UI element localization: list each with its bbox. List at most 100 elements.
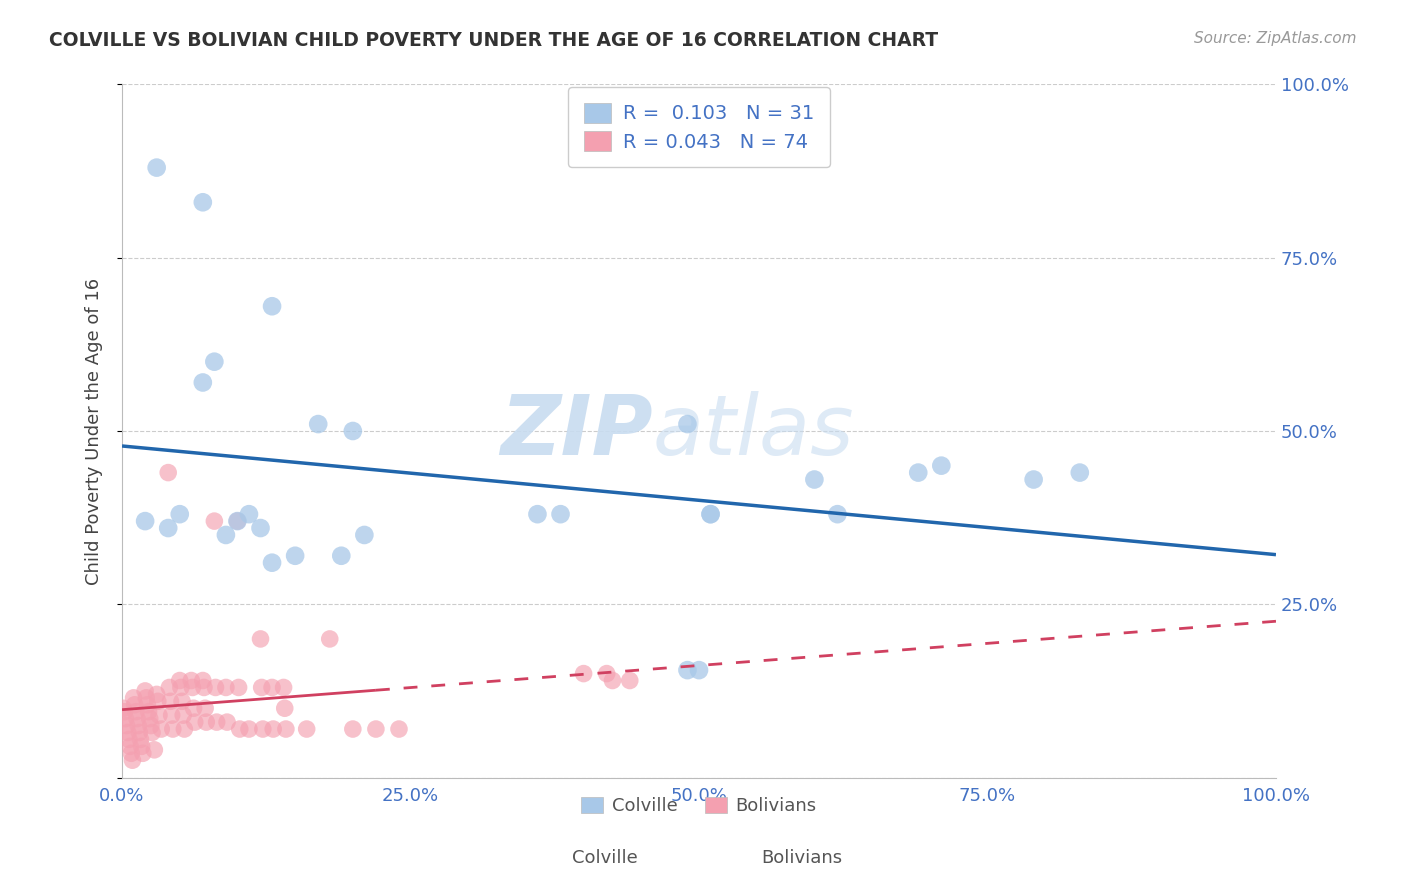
Point <box>150 722 173 736</box>
Point <box>215 715 238 730</box>
Text: Source: ZipAtlas.com: Source: ZipAtlas.com <box>1194 31 1357 46</box>
Point <box>699 507 721 521</box>
Point <box>226 514 249 528</box>
Point <box>215 681 238 695</box>
Point <box>284 549 307 563</box>
Point <box>170 694 193 708</box>
Point <box>169 507 191 521</box>
Point <box>215 528 238 542</box>
Point <box>169 673 191 688</box>
Point <box>342 424 364 438</box>
Point <box>803 473 825 487</box>
Point <box>572 666 595 681</box>
Point <box>1022 473 1045 487</box>
Legend: Colville, Bolivians: Colville, Bolivians <box>572 788 825 824</box>
Point <box>274 701 297 715</box>
Point <box>128 725 150 739</box>
Point <box>170 681 193 695</box>
Point <box>249 632 271 646</box>
Y-axis label: Child Poverty Under the Age of 16: Child Poverty Under the Age of 16 <box>86 277 103 584</box>
Point <box>602 673 624 688</box>
Point <box>118 732 141 747</box>
Point <box>124 698 146 712</box>
Point <box>260 556 283 570</box>
Point <box>145 161 167 175</box>
Point <box>125 705 148 719</box>
Point <box>238 722 260 736</box>
Point <box>191 673 214 688</box>
Point <box>157 681 180 695</box>
Point <box>112 701 135 715</box>
Point <box>228 681 250 695</box>
Text: atlas: atlas <box>652 391 855 472</box>
Point <box>131 739 153 754</box>
Point <box>273 681 295 695</box>
Point <box>148 708 170 723</box>
Point <box>125 712 148 726</box>
Point <box>117 725 139 739</box>
Point <box>319 632 342 646</box>
Point <box>181 681 204 695</box>
Point <box>1069 466 1091 480</box>
Point <box>120 747 142 761</box>
Point <box>260 681 283 695</box>
Point <box>193 681 215 695</box>
Point <box>202 514 225 528</box>
Point <box>262 722 284 736</box>
Point <box>205 715 228 730</box>
Point <box>112 705 135 719</box>
Point <box>526 507 548 521</box>
Text: Bolivians: Bolivians <box>761 849 842 867</box>
Point <box>191 376 214 390</box>
Point <box>183 701 205 715</box>
Point <box>129 732 152 747</box>
Point <box>907 466 929 480</box>
Point <box>134 514 156 528</box>
Point <box>388 722 411 736</box>
Text: Colville: Colville <box>572 849 637 867</box>
Point <box>132 747 155 761</box>
Point <box>162 722 184 736</box>
Point <box>134 684 156 698</box>
Point <box>364 722 387 736</box>
Point <box>160 708 183 723</box>
Point <box>202 354 225 368</box>
Point <box>931 458 953 473</box>
Point <box>699 507 721 521</box>
Point <box>172 708 194 723</box>
Point <box>229 722 252 736</box>
Point <box>307 417 329 431</box>
Point <box>159 694 181 708</box>
Point <box>550 507 572 521</box>
Point <box>139 718 162 732</box>
Point <box>249 521 271 535</box>
Point <box>121 753 143 767</box>
Point <box>145 687 167 701</box>
Text: COLVILLE VS BOLIVIAN CHILD POVERTY UNDER THE AGE OF 16 CORRELATION CHART: COLVILLE VS BOLIVIAN CHILD POVERTY UNDER… <box>49 31 938 50</box>
Point <box>157 521 180 535</box>
Point <box>596 666 619 681</box>
Point <box>688 663 710 677</box>
Point <box>238 507 260 521</box>
Point <box>295 722 318 736</box>
Point <box>191 195 214 210</box>
Point <box>180 673 202 688</box>
Point <box>250 681 273 695</box>
Point <box>353 528 375 542</box>
Point <box>146 694 169 708</box>
Point <box>676 417 699 431</box>
Point <box>260 299 283 313</box>
Point <box>139 712 162 726</box>
Point <box>619 673 641 688</box>
Point <box>115 718 138 732</box>
Point <box>330 549 353 563</box>
Point <box>120 739 142 754</box>
Point <box>274 722 297 736</box>
Point <box>252 722 274 736</box>
Point <box>195 715 218 730</box>
Point <box>122 690 145 705</box>
Point <box>204 681 226 695</box>
Point <box>138 705 160 719</box>
Point <box>127 718 149 732</box>
Point <box>194 701 217 715</box>
